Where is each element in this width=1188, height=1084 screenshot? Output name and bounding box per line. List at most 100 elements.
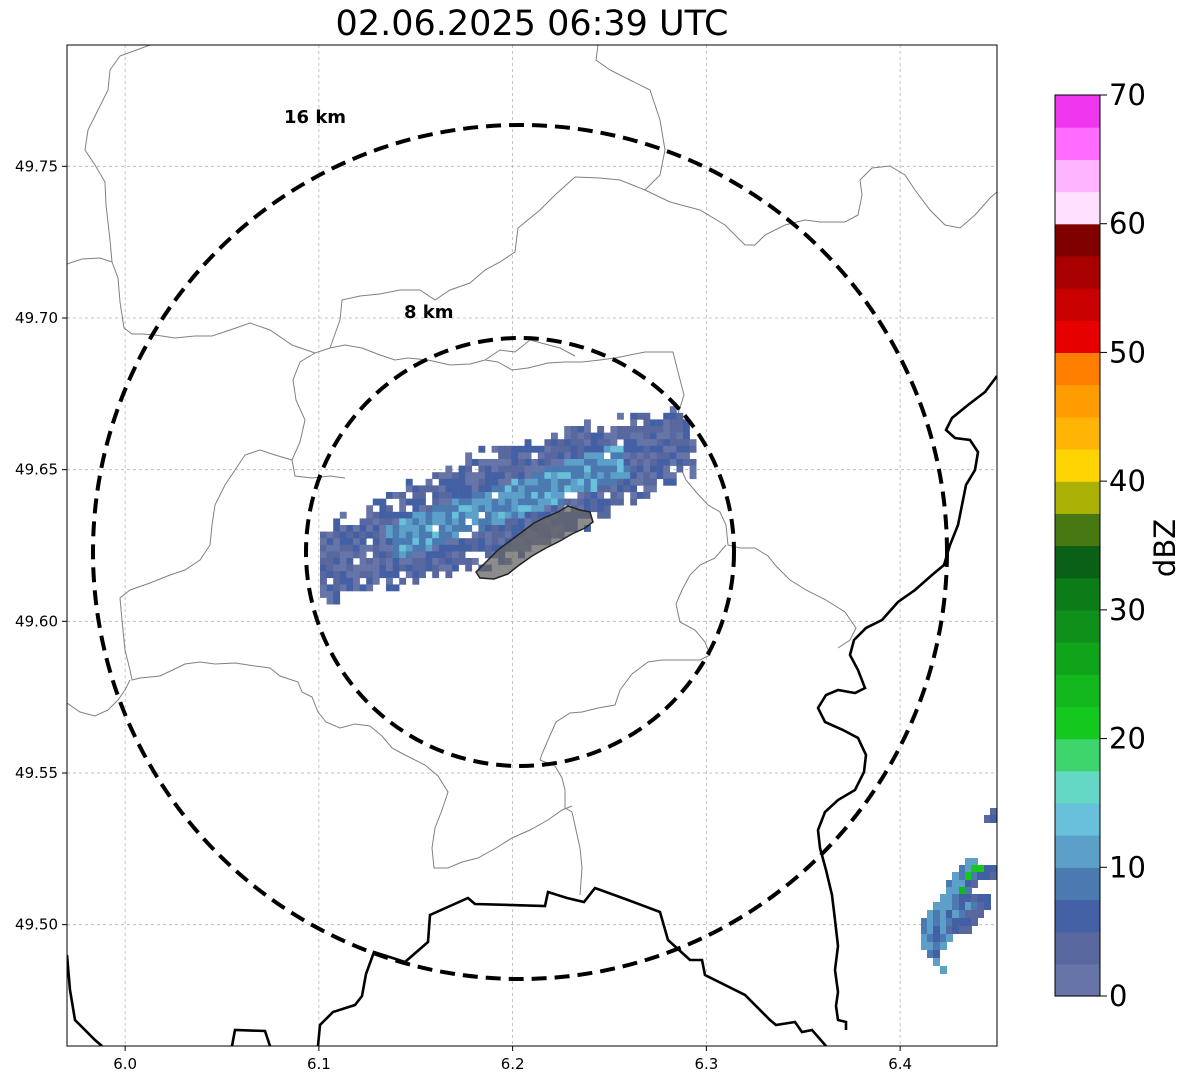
echo-pixel xyxy=(379,505,387,513)
colorbar-cell xyxy=(1055,770,1100,804)
x-axis-ticks: 6.0 6.1 6.2 6.3 6.4 xyxy=(113,1046,912,1073)
echo-pixel xyxy=(386,505,393,513)
echo-pixel xyxy=(372,531,380,539)
colorbar-tick-label: 0 xyxy=(1109,979,1127,1013)
echo-pixel xyxy=(537,478,545,486)
echo-pixel xyxy=(359,518,367,526)
echo-pixel xyxy=(379,525,387,532)
echo-pixel xyxy=(399,531,407,539)
echo-pixel xyxy=(643,472,651,480)
echo-pixel xyxy=(485,518,492,526)
echo-pixel xyxy=(445,498,453,506)
echo-pixel xyxy=(511,485,519,493)
echo-pixel xyxy=(452,525,459,532)
echo-pixel xyxy=(366,584,374,592)
echo-pixel xyxy=(984,865,991,873)
x-tick-label: 6.2 xyxy=(501,1055,525,1073)
echo-pixel xyxy=(485,478,492,486)
colorbar-cell xyxy=(1055,835,1100,868)
echo-pixel xyxy=(425,558,433,565)
colorbar-cell xyxy=(1055,674,1100,707)
echo-pixel xyxy=(590,445,598,453)
echo-pixel xyxy=(425,551,433,559)
echo-pixel xyxy=(485,531,492,539)
echo-pixel xyxy=(491,505,499,513)
echo-pixel xyxy=(663,459,671,466)
echo-pixel xyxy=(392,558,400,565)
echo-pixel xyxy=(933,958,940,966)
colorbar-cell xyxy=(1055,577,1100,611)
echo-pixel xyxy=(471,485,479,493)
echo-pixel xyxy=(952,880,959,888)
echo-pixel xyxy=(630,465,638,473)
echo-pixel xyxy=(537,511,545,519)
echo-pixel xyxy=(676,412,684,420)
echo-pixel xyxy=(419,571,426,579)
echo-pixel xyxy=(491,511,499,519)
echo-pixel xyxy=(392,551,400,559)
echo-pixel xyxy=(452,558,459,565)
echo-pixel xyxy=(577,472,585,480)
echo-pixel xyxy=(399,544,407,552)
echo-pixel xyxy=(366,558,374,565)
echo-pixel xyxy=(359,584,367,592)
echo-pixel xyxy=(965,880,972,888)
echo-pixel xyxy=(551,452,558,460)
echo-pixel xyxy=(669,406,677,414)
echo-pixel xyxy=(617,472,624,480)
echo-pixel xyxy=(965,926,972,934)
echo-pixel xyxy=(636,492,644,499)
echo-pixel xyxy=(392,531,400,539)
echo-pixel xyxy=(478,538,486,546)
echo-pixel xyxy=(438,472,446,480)
echo-pixel xyxy=(379,518,387,526)
echo-pixel xyxy=(663,478,671,486)
echo-pixel xyxy=(379,558,387,565)
echo-pixel xyxy=(412,538,420,546)
echo-pixel xyxy=(432,538,440,546)
echo-pixel xyxy=(498,485,506,493)
echo-pixel xyxy=(412,564,420,572)
echo-pixel xyxy=(518,452,525,460)
echo-pixel xyxy=(617,465,624,473)
colorbar-cell xyxy=(1055,384,1100,418)
gridlines xyxy=(67,45,997,1046)
echo-pixel xyxy=(412,498,420,506)
echo-pixel xyxy=(584,525,591,532)
echo-pixel xyxy=(518,492,525,499)
echo-pixel xyxy=(498,505,506,513)
echo-pixel xyxy=(663,426,671,433)
echo-pixel xyxy=(630,459,638,466)
echo-pixel xyxy=(511,518,519,526)
echo-pixel xyxy=(584,426,591,433)
echo-pixel xyxy=(689,472,697,480)
echo-pixel xyxy=(524,478,532,486)
echo-pixel xyxy=(959,880,966,888)
echo-pixel xyxy=(531,485,539,493)
echo-pixel xyxy=(405,538,413,546)
echo-pixel xyxy=(386,492,393,499)
echo-pixel xyxy=(452,544,459,552)
echo-pixel xyxy=(617,492,624,499)
colorbar-cell xyxy=(1055,127,1100,160)
colorbar: 0 10 20 30 40 50 60 70 dBZ xyxy=(1054,78,1182,1013)
echo-pixel xyxy=(498,518,506,526)
echo-pixel xyxy=(511,505,519,513)
echo-pixel xyxy=(392,538,400,546)
echo-pixel xyxy=(577,445,585,453)
echo-pixel xyxy=(518,478,525,486)
echo-pixel xyxy=(386,551,393,559)
echo-pixel xyxy=(990,865,997,873)
echo-pixel xyxy=(940,910,947,918)
echo-pixel xyxy=(959,865,966,873)
echo-pixel xyxy=(504,531,512,539)
echo-pixel xyxy=(445,485,453,493)
echo-pixel xyxy=(577,459,585,466)
echo-pixel xyxy=(320,551,327,559)
echo-pixel xyxy=(372,564,380,572)
echo-pixel xyxy=(590,465,598,473)
echo-pixel xyxy=(531,505,539,513)
echo-pixel xyxy=(623,426,631,433)
echo-pixel xyxy=(676,452,684,460)
echo-pixel xyxy=(570,459,578,466)
